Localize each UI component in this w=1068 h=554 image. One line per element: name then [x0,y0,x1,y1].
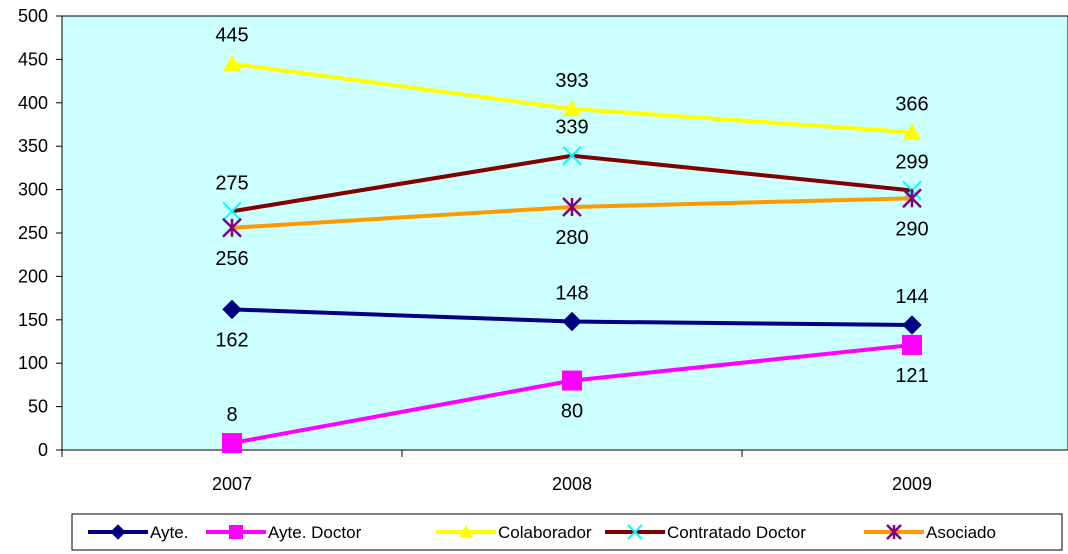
data-point [562,146,582,166]
legend-marker [110,524,126,540]
data-label: 393 [555,70,588,92]
data-point [902,315,922,335]
legend-label: Colaborador [498,523,592,542]
legend-marker [886,524,902,540]
data-point [563,99,581,117]
data-point [222,299,242,320]
data-label: 275 [215,172,248,194]
legend: Ayte. Ayte. Doctor Colaborador Contratado D… [71,513,1063,551]
y-tick-label: 300 [18,180,48,200]
y-tick-label: 400 [18,93,48,113]
y-tick-label: 100 [18,353,48,373]
data-point [562,370,582,391]
data-point [562,311,582,332]
data-label: 280 [555,227,588,249]
data-label: 144 [895,286,928,308]
data-point [902,334,922,355]
legend-marker [459,525,473,538]
data-label: 299 [895,151,928,173]
data-labels: 162 148 144 8 80 121 445 393 366 275 339 299 256 280 2… [215,25,928,426]
y-tick-label: 150 [18,310,48,330]
data-label: 339 [555,117,588,139]
data-point [902,188,922,209]
data-point [903,123,921,140]
data-label: 445 [215,25,248,47]
x-tick-label: 2007 [212,474,252,494]
legend-label: Ayte. Doctor [268,523,362,542]
y-tick-label: 350 [18,136,48,156]
x-tick-label: 2008 [552,474,592,494]
y-tick-label: 500 [18,6,48,26]
data-point [223,54,241,71]
series-lines [222,54,922,454]
data-label: 290 [895,218,928,240]
data-label: 148 [555,283,588,305]
y-tick-label: 50 [28,397,48,417]
legend-marker [229,525,243,539]
legend-label: Ayte. [150,523,188,542]
data-point [562,197,582,217]
y-tick-label: 450 [18,49,48,69]
y-tick-label: 250 [18,223,48,243]
y-tick-label: 200 [18,266,48,286]
legend-marker [627,524,643,540]
data-label: 366 [895,93,928,115]
data-label: 162 [215,329,248,351]
data-label: 8 [226,404,237,426]
data-label: 121 [895,365,928,387]
data-point [222,201,242,222]
data-point [222,433,242,454]
data-point [222,217,242,238]
legend-label: Contratado Doctor [667,523,806,542]
x-tick-label: 2009 [892,474,932,494]
legend-label: Asociado [926,523,996,542]
data-label: 256 [215,248,248,270]
data-label: 80 [561,401,583,423]
y-tick-label: 0 [38,440,48,460]
